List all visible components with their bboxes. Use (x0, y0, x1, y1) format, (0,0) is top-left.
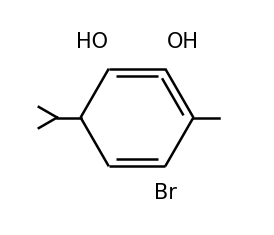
Text: Br: Br (154, 183, 177, 203)
Text: OH: OH (166, 32, 198, 52)
Text: HO: HO (76, 32, 108, 52)
